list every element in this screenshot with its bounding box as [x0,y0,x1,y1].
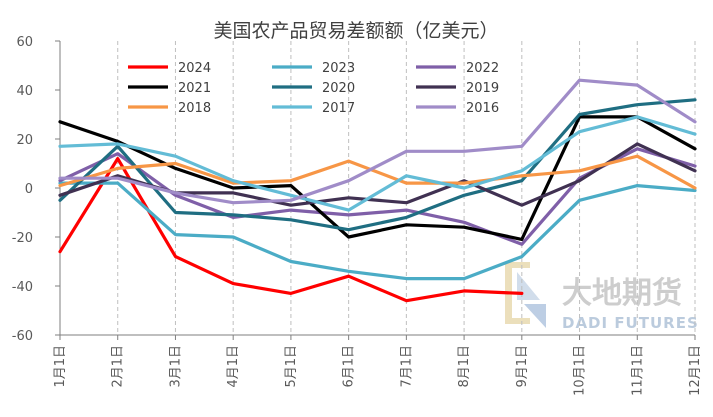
watermark-en-text: DADI FUTURES [562,314,699,332]
legend-label: 2016 [466,101,499,116]
series-line-2020 [58,98,697,232]
series-line-2023 [58,181,697,281]
x-tick-label: 8月1日 [457,345,472,388]
series-line-2018 [58,154,697,190]
x-tick-label: 10月1日 [573,345,588,396]
y-tick-label: 60 [16,35,33,50]
legend-item-2020: 2020 [272,81,355,96]
legend-label: 2020 [322,81,355,96]
legend-item-2017: 2017 [272,101,355,116]
y-tick-label: -40 [12,280,33,295]
y-axis-ticks: 60 40 20 0 -20 -40 -60 [12,35,60,344]
legend-label: 2017 [322,101,355,116]
legend-item-2021: 2021 [128,81,211,96]
series-line-2017 [58,115,697,212]
x-tick-label: 6月1日 [342,345,357,388]
y-tick-label: 20 [16,133,33,148]
legend-label: 2024 [178,61,211,76]
y-tick-label: -60 [12,329,33,344]
x-tick-label: 3月1日 [168,345,183,388]
legend: 2024 2023 2022 2021 2020 2019 2018 2017 2016 [128,61,499,116]
legend-item-2019: 2019 [416,81,499,96]
y-tick-label: -20 [12,231,33,246]
legend-label: 2023 [322,61,355,76]
series-line-2016 [58,78,697,205]
x-tick-label: 7月1日 [399,345,414,388]
legend-label: 2018 [178,101,211,116]
series-line-2024 [58,157,524,303]
y-tick-label: 40 [16,84,33,99]
legend-item-2018: 2018 [128,101,211,116]
legend-label: 2021 [178,81,211,96]
x-tick-label: 1月1日 [53,345,68,388]
y-tick-label: 0 [25,182,33,197]
x-tick-label: 4月1日 [226,345,241,388]
legend-item-2022: 2022 [416,61,499,76]
x-tick-label: 11月1日 [630,345,645,396]
chart-title: 美国农产品贸易差额额（亿美元） [213,20,498,42]
series-lines [58,78,697,303]
x-tick-label: 12月1日 [688,345,703,396]
legend-item-2016: 2016 [416,101,499,116]
x-tick-label: 5月1日 [284,345,299,388]
x-axis-ticks: 1月1日 2月1日 3月1日 4月1日 5月1日 6月1日 7月1日 8月1日 9月1日 10月1… [53,335,703,396]
legend-label: 2019 [466,81,499,96]
legend-item-2024: 2024 [128,61,211,76]
x-tick-label: 2月1日 [111,345,126,388]
x-tick-label: 9月1日 [515,345,530,388]
legend-item-2023: 2023 [272,61,355,76]
watermark-cn-text: 大地期货 [562,276,682,311]
legend-label: 2022 [466,61,499,76]
